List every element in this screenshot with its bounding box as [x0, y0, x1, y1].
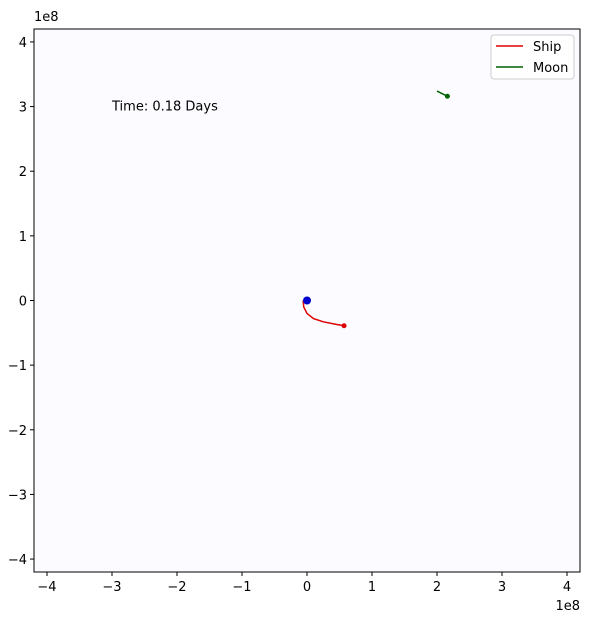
x-axis-ticks: −4 −3 −2 −1 0 1 2 3 4: [37, 572, 571, 595]
y-tick-label: −4: [8, 553, 27, 568]
series-layer: [302, 90, 450, 329]
y-tick-label: 2: [19, 165, 27, 180]
earth-marker: [303, 296, 311, 305]
x-tick-label: −1: [232, 580, 251, 595]
x-tick-label: 2: [433, 580, 441, 595]
legend: Ship Moon: [490, 34, 575, 80]
legend-label-moon: Moon: [533, 61, 568, 76]
y-tick-label: −2: [8, 424, 27, 439]
x-tick-label: −3: [102, 580, 121, 595]
legend-label-ship: Ship: [533, 40, 561, 55]
x-tick-label: 4: [563, 580, 571, 595]
x-tick-label: 3: [498, 580, 506, 595]
x-tick-label: 0: [303, 580, 311, 595]
series-head-moon: [444, 93, 450, 99]
y-axis-ticks: −4 −3 −2 −1 0 1 2 3 4: [8, 36, 34, 568]
x-tick-label: −2: [167, 580, 186, 595]
y-axis-exponent: 1e8: [34, 10, 59, 25]
y-tick-label: −1: [8, 359, 27, 374]
x-tick-label: 1: [368, 580, 376, 595]
time-annotation: Time: 0.18 Days: [111, 100, 218, 115]
y-tick-label: 4: [19, 36, 27, 51]
y-tick-label: 0: [19, 295, 27, 310]
x-tick-label: −4: [37, 580, 56, 595]
y-tick-label: 3: [19, 101, 27, 116]
series-head-ship: [341, 323, 347, 329]
y-tick-label: −3: [8, 488, 27, 503]
series-line-ship: [302, 300, 345, 327]
y-tick-label: 1: [19, 230, 27, 245]
x-axis-exponent: 1e8: [555, 599, 580, 614]
